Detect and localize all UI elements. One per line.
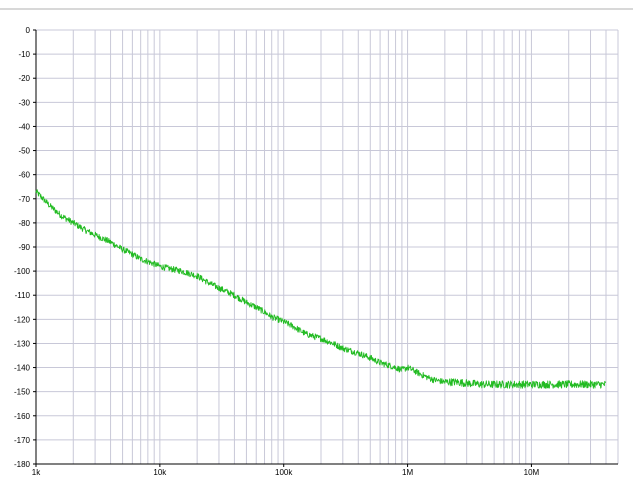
y-tick-label: -60 <box>18 171 30 180</box>
y-tick-label: -150 <box>14 388 31 397</box>
y-tick-label: -50 <box>18 147 30 156</box>
series-line <box>35 189 607 389</box>
x-tick-label: 10k <box>153 468 167 477</box>
y-tick-label: -30 <box>18 98 30 107</box>
x-tick-label: 100k <box>275 468 293 477</box>
y-tick-label: -80 <box>18 219 30 228</box>
y-tick-label: -140 <box>14 364 31 373</box>
y-tick-label: -20 <box>18 74 30 83</box>
x-tick-label: 10M <box>524 468 540 477</box>
y-tick-label: -170 <box>14 436 31 445</box>
y-tick-label: -180 <box>14 460 31 469</box>
y-tick-label: -70 <box>18 195 30 204</box>
y-tick-label: 0 <box>26 26 31 35</box>
y-tick-label: -130 <box>14 339 31 348</box>
y-tick-label: -160 <box>14 412 31 421</box>
y-tick-label: -90 <box>18 243 30 252</box>
x-tick-label: 1k <box>32 468 41 477</box>
y-tick-label: -10 <box>18 50 30 59</box>
x-tick-label: 1M <box>402 468 413 477</box>
y-tick-label: -100 <box>14 267 31 276</box>
y-tick-label: -110 <box>15 291 31 300</box>
y-tick-label: -40 <box>18 122 30 131</box>
y-tick-label: -120 <box>14 315 31 324</box>
